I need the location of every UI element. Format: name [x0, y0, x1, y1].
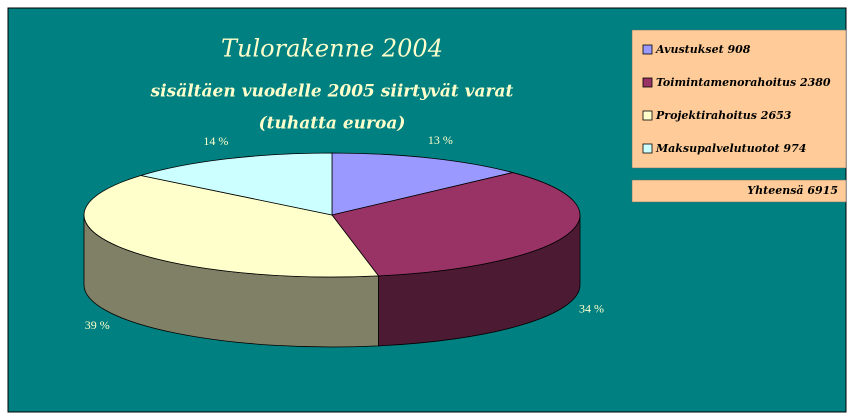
chart-title: Tulorakenne 2004 [221, 35, 443, 63]
legend-label: Maksupalvelutuotot 974 [655, 142, 806, 155]
slice [83, 175, 380, 278]
legend-label: Projektirahoitus 2653 [655, 109, 792, 122]
pie [83, 152, 581, 348]
unit-note: (tuhatta euroa) [259, 114, 406, 134]
legend-swatch [642, 110, 653, 121]
legend-swatch [642, 77, 653, 88]
data-label: 14 % [203, 134, 228, 148]
legend-box [631, 29, 847, 169]
slice [331, 172, 581, 277]
legend-swatch [642, 143, 653, 154]
data-label: 39 % [85, 318, 110, 332]
data-label: 13 % [428, 133, 453, 147]
total-box [631, 179, 847, 203]
data-label: 34 % [579, 302, 604, 316]
legend-label: Avustukset 908 [655, 43, 751, 56]
legend-swatch [642, 44, 653, 55]
legend-label: Toimintamenorahoitus 2380 [656, 76, 831, 89]
slice [331, 152, 513, 216]
chart-subtitle: sisältäen vuodelle 2005 siirtyvät varat [150, 82, 514, 102]
slice [140, 152, 333, 216]
total-label: Yhteensä 6915 [747, 184, 838, 197]
